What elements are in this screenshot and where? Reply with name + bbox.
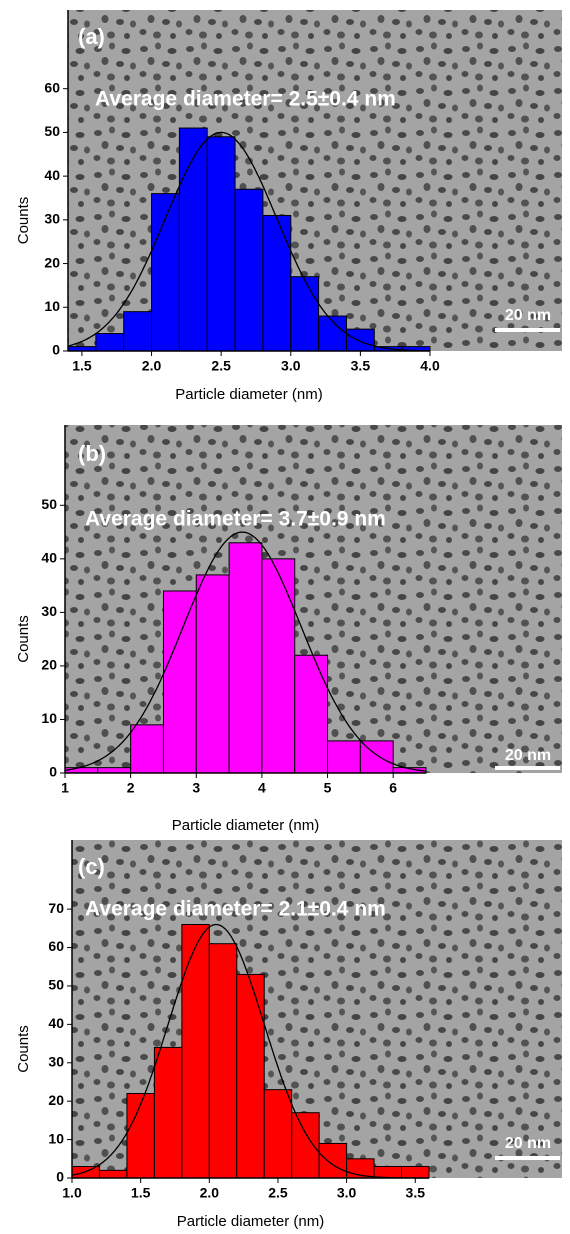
bar [178, 127, 208, 352]
x-tick-label: 3.5 [406, 1185, 426, 1201]
y-tick-label: 10 [41, 710, 57, 726]
fit-curve [64, 531, 427, 772]
x-tick-label: 3 [192, 780, 200, 796]
x-tick-label: 2.5 [268, 1185, 288, 1201]
bar [123, 311, 153, 352]
y-axis-title: Counts [15, 1025, 32, 1073]
x-tick-label: 3.5 [351, 358, 371, 374]
y-tick-label: 70 [48, 900, 64, 916]
bar [181, 924, 210, 1179]
bar [64, 767, 99, 774]
annotation: Average diameter= 3.7±0.9 nm [85, 508, 386, 531]
bar [130, 724, 164, 774]
scale-bar-label: 20 nm [505, 1135, 551, 1152]
bar [236, 973, 265, 1179]
bar [290, 276, 320, 352]
scale-bar [495, 328, 560, 332]
bar [318, 1142, 348, 1179]
y-tick-label: 60 [44, 79, 60, 95]
bar [401, 1165, 430, 1179]
x-tick-label: 2 [127, 780, 135, 796]
x-tick-label: 3.0 [337, 1185, 357, 1201]
y-tick-label: 20 [44, 254, 60, 270]
x-tick-label: 3.0 [281, 358, 301, 374]
bar [294, 654, 329, 774]
bar [327, 740, 361, 774]
y-tick-label: 30 [44, 211, 60, 227]
x-axis-title: Particle diameter (nm) [175, 386, 323, 403]
x-tick-label: 5 [324, 780, 332, 796]
y-axis-title: Counts [15, 615, 32, 663]
bar [228, 542, 263, 774]
y-tick-label: 50 [41, 496, 57, 512]
bar [195, 574, 230, 774]
y-tick-label: 40 [41, 550, 57, 566]
x-tick-label: 4 [258, 780, 266, 796]
panel-label: (c) [78, 854, 105, 879]
scale-bar [495, 1156, 560, 1160]
scale-bar [495, 766, 560, 770]
y-tick-label: 30 [48, 1053, 64, 1069]
y-tick-label: 50 [44, 123, 60, 139]
bar [153, 1046, 183, 1179]
annotation: Average diameter= 2.1±0.4 nm [85, 898, 386, 921]
y-tick-label: 0 [49, 764, 57, 780]
bar [98, 1169, 128, 1179]
y-tick-label: 0 [56, 1169, 64, 1185]
x-tick-label: 2.0 [200, 1185, 220, 1201]
y-tick-label: 30 [41, 603, 57, 619]
y-tick-label: 10 [48, 1130, 64, 1146]
bar [208, 943, 238, 1179]
x-tick-label: 6 [389, 780, 397, 796]
x-axis-title: Particle diameter (nm) [172, 817, 320, 834]
bar [291, 1112, 320, 1179]
y-tick-label: 10 [44, 298, 60, 314]
bar [95, 333, 125, 352]
x-axis-title: Particle diameter (nm) [177, 1213, 325, 1230]
x-tick-label: 1.5 [131, 1185, 151, 1201]
scale-bar-label: 20 nm [505, 307, 551, 324]
x-tick-label: 1.0 [62, 1185, 82, 1201]
panel-label: (b) [78, 441, 106, 466]
y-axis-title: Counts [15, 197, 32, 245]
y-tick-label: 60 [48, 938, 64, 954]
bar [262, 214, 292, 352]
y-tick-label: 40 [48, 1015, 64, 1031]
fit-curve [67, 131, 430, 352]
x-tick-label: 2.5 [211, 358, 231, 374]
bar [359, 740, 394, 774]
x-tick-label: 1 [61, 780, 69, 796]
y-tick-label: 0 [52, 342, 60, 358]
y-tick-label: 20 [41, 657, 57, 673]
bar [263, 1089, 293, 1179]
x-tick-label: 4.0 [420, 358, 440, 374]
annotation: Average diameter= 2.5±0.4 nm [95, 88, 396, 111]
y-tick-label: 40 [44, 167, 60, 183]
bar [162, 590, 197, 774]
x-tick-label: 1.5 [72, 358, 92, 374]
x-tick-label: 2.0 [142, 358, 162, 374]
panel-label: (a) [78, 24, 105, 49]
bar [206, 136, 236, 352]
bar [126, 1093, 155, 1179]
y-tick-label: 20 [48, 1092, 64, 1108]
bar [373, 1165, 403, 1179]
fit-curve [71, 923, 429, 1179]
scale-bar-label: 20 nm [505, 747, 551, 764]
bar [261, 558, 296, 774]
bar [345, 328, 375, 352]
bar [234, 188, 264, 352]
y-tick-label: 50 [48, 977, 64, 993]
bar [97, 767, 132, 774]
